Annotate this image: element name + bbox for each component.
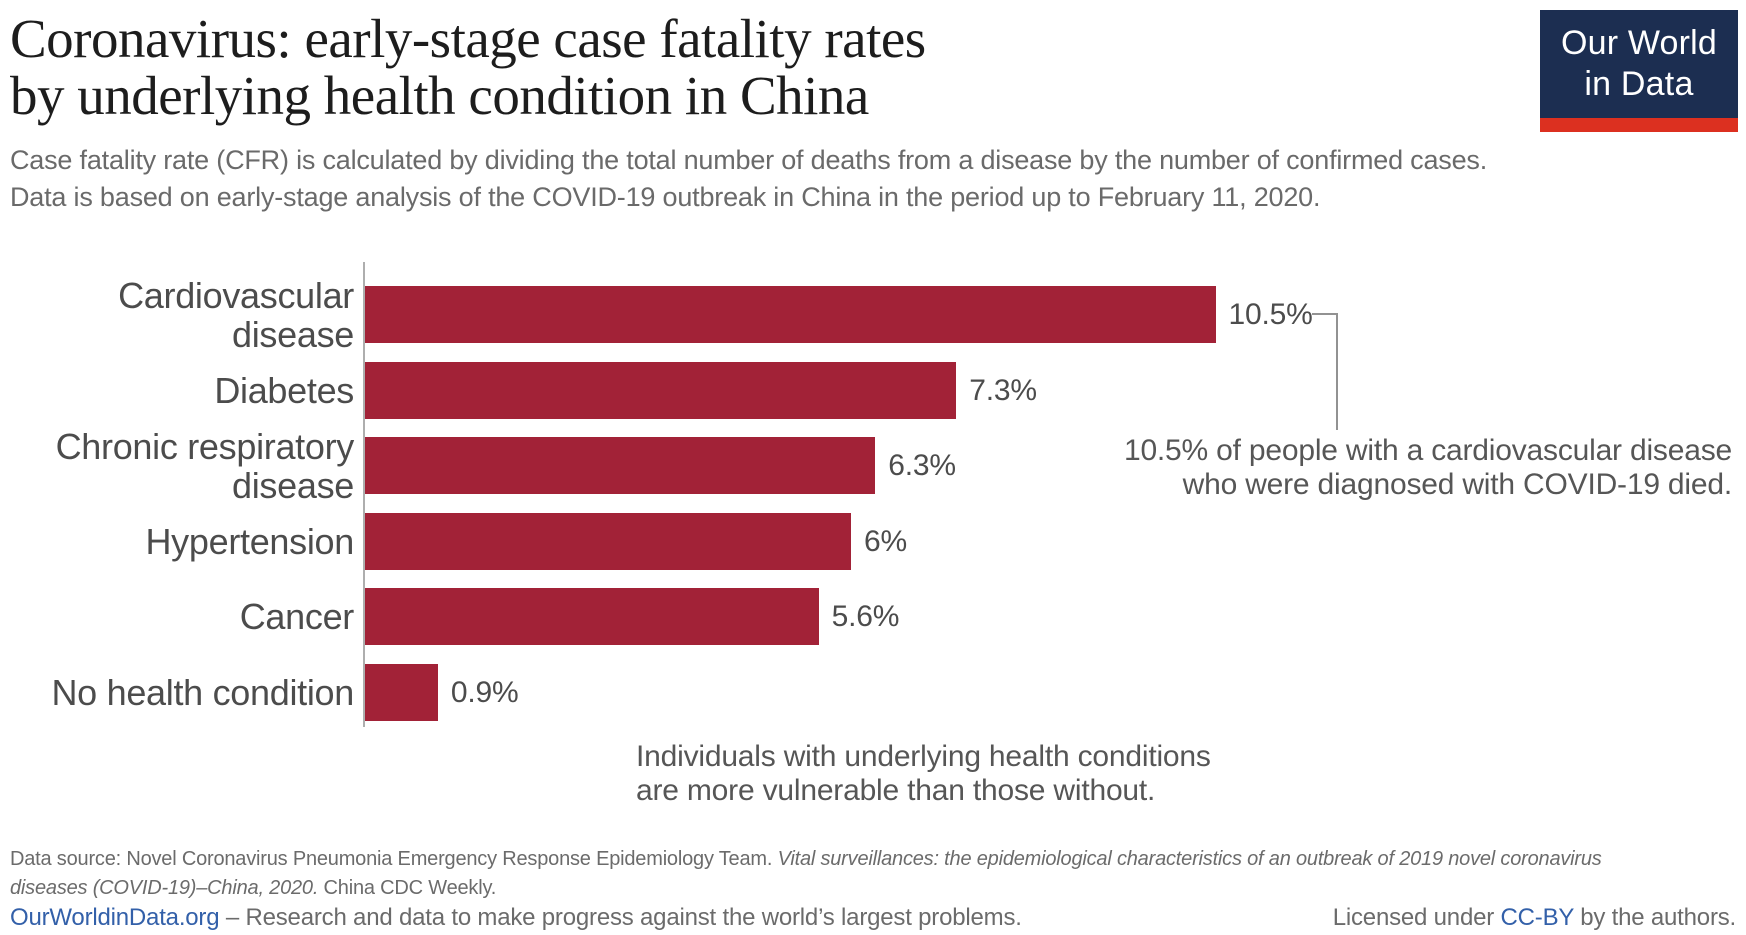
footer-left: OurWorldinData.org – Research and data t…: [10, 903, 1022, 933]
bar-hypertension: [365, 513, 851, 570]
category-label-line: disease: [232, 313, 354, 355]
bar-chart: Cardiovascular disease 10.5% Diabetes 7.3% Ch…: [0, 262, 1746, 732]
callout-connector-line: [1312, 313, 1338, 430]
value-label: 6%: [864, 524, 907, 558]
category-label-line: Diabetes: [214, 370, 354, 411]
source-line-1: Data source: Novel Coronavirus Pneumonia…: [10, 845, 1602, 874]
category-label: Chronic respiratory disease: [0, 427, 355, 505]
callout-line-1: 10.5% of people with a cardiovascular di…: [1123, 434, 1732, 467]
y-axis-line: [363, 262, 365, 727]
page-title: Coronavirus: early-stage case fatality r…: [10, 10, 926, 124]
note-text: Individuals with underlying health condi…: [636, 740, 1211, 808]
bar-no-health-condition: [365, 664, 438, 721]
value-label: 7.3%: [969, 373, 1037, 407]
footer-tagline: – Research and data to make progress aga…: [219, 904, 1022, 931]
source-line-1-italic: Vital surveillances: the epidemiological…: [777, 848, 1602, 870]
category-label-line: No health condition: [51, 672, 354, 713]
category-label-line: Cardiovascular: [118, 274, 354, 316]
bar-chronic-respiratory-disease: [365, 437, 876, 494]
category-label-line: Chronic respiratory: [55, 425, 355, 467]
subtitle-line-2: Data is based on early-stage analysis of…: [10, 182, 1321, 212]
title-line-2: by underlying health condition in China: [10, 65, 869, 126]
chart-subtitle: Case fatality rate (CFR) is calculated b…: [10, 142, 1487, 216]
value-label: 5.6%: [831, 599, 900, 633]
value-label: 6.3%: [888, 448, 956, 482]
data-source-text: Data source: Novel Coronavirus Pneumonia…: [10, 845, 1602, 903]
category-label-line: Cancer: [239, 596, 355, 637]
owid-link[interactable]: OurWorldinData.org: [10, 904, 220, 931]
category-label: No health condition: [0, 664, 354, 721]
category-label: Cardiovascular disease: [0, 276, 354, 354]
category-label-line: Hypertension: [145, 521, 354, 562]
note-line-2: are more vulnerable than those without.: [636, 774, 1156, 807]
bar-cancer: [365, 588, 819, 645]
logo-line-2: in Data: [1584, 65, 1694, 103]
cc-by-link[interactable]: CC-BY: [1500, 904, 1574, 931]
value-label: 10.5%: [1228, 297, 1313, 331]
value-label: 0.9%: [450, 675, 519, 709]
footer-bottom-line: OurWorldinData.org – Research and data t…: [10, 903, 1736, 933]
category-label: Cancer: [0, 588, 355, 645]
source-line-2-italic: diseases (COVID-19)–China, 2020.: [10, 877, 319, 899]
category-label: Diabetes: [0, 362, 354, 419]
bar-cardiovascular-disease: [365, 286, 1216, 343]
owid-logo: Our World in Data: [1540, 10, 1738, 132]
title-line-1: Coronavirus: early-stage case fatality r…: [10, 8, 926, 69]
bar-diabetes: [365, 362, 957, 419]
logo-accent-bar: [1540, 118, 1738, 132]
source-line-1-regular: Data source: Novel Coronavirus Pneumonia…: [10, 848, 778, 870]
logo-line-1: Our World: [1560, 24, 1718, 62]
callout-text: 10.5% of people with a cardiovascular di…: [1124, 434, 1732, 502]
footer-license: Licensed under CC-BY by the authors.: [1333, 903, 1736, 933]
license-prefix: Licensed under: [1332, 904, 1501, 931]
category-label-line: disease: [232, 464, 354, 506]
subtitle-line-1: Case fatality rate (CFR) is calculated b…: [10, 145, 1488, 175]
source-line-2: diseases (COVID-19)–China, 2020. China C…: [10, 874, 1602, 903]
license-suffix: by the authors.: [1573, 904, 1736, 931]
note-line-1: Individuals with underlying health condi…: [636, 740, 1211, 773]
callout-line-2: who were diagnosed with COVID-19 died.: [1182, 468, 1733, 501]
owid-logo-text: Our World in Data: [1540, 10, 1738, 118]
source-line-2-regular: China CDC Weekly.: [318, 877, 497, 899]
category-label: Hypertension: [0, 513, 354, 570]
